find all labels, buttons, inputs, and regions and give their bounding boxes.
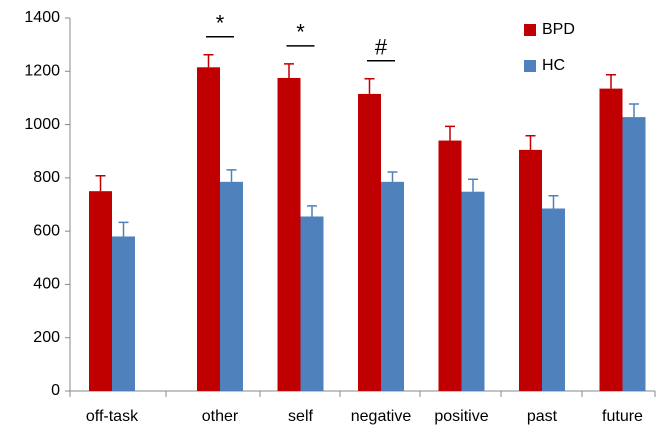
error-bar	[284, 63, 294, 78]
x-tick-label: future	[602, 408, 643, 425]
legend-label: BPD	[542, 21, 575, 38]
annotation: #	[375, 35, 388, 60]
y-tick-label: 1200	[24, 63, 60, 80]
error-bar	[548, 194, 559, 209]
y-tick-label: 800	[33, 169, 60, 186]
bar	[300, 216, 324, 391]
legend-label: HC	[542, 57, 565, 74]
x-tick-label: other	[202, 408, 239, 425]
error-bar	[95, 174, 106, 192]
bar	[277, 77, 301, 392]
x-tick-label: self	[288, 408, 313, 425]
bar	[438, 140, 462, 391]
error-bar	[629, 103, 639, 118]
error-bar	[387, 171, 398, 182]
bar	[622, 117, 646, 392]
y-tick-label: 0	[51, 382, 60, 399]
bar	[599, 88, 623, 391]
y-tick-label: 600	[33, 222, 60, 239]
y-tick-label: 400	[33, 276, 60, 293]
error-bar	[525, 135, 536, 150]
error-bar	[118, 221, 129, 237]
x-tick-label: past	[527, 408, 558, 425]
error-bar	[307, 205, 317, 217]
bar	[89, 191, 112, 391]
error-bar	[203, 54, 214, 68]
error-bar	[445, 125, 455, 141]
bar	[220, 181, 243, 391]
error-bar	[364, 77, 375, 94]
error-bar	[226, 169, 237, 182]
error-bar	[468, 178, 478, 192]
y-tick-label: 1400	[24, 9, 60, 26]
legend-swatch	[524, 60, 536, 72]
error-bar	[606, 73, 616, 89]
x-tick-label: positive	[434, 408, 488, 425]
y-tick-label: 200	[33, 329, 60, 346]
bar	[358, 93, 381, 392]
bar	[542, 208, 565, 391]
annotation: *	[216, 11, 225, 36]
x-tick-label: off-task	[86, 408, 139, 425]
bar	[519, 149, 542, 391]
y-tick-label: 1000	[24, 116, 60, 133]
bar	[381, 181, 404, 391]
annotation: *	[296, 20, 305, 45]
legend-swatch	[524, 24, 536, 36]
x-tick-label: negative	[351, 408, 412, 425]
bar	[197, 67, 220, 392]
bar	[112, 236, 135, 391]
bar	[461, 191, 485, 391]
